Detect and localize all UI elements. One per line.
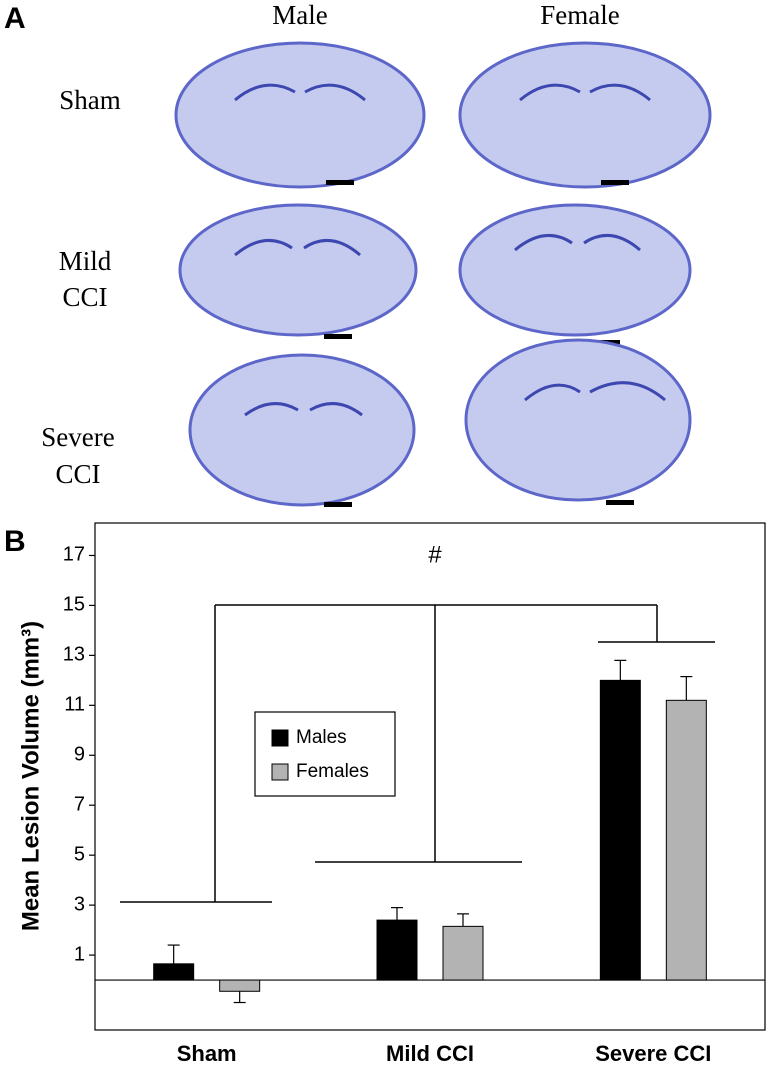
- row-label: Mild: [59, 246, 112, 276]
- significance-brackets: [120, 604, 715, 903]
- bar: [599, 679, 641, 981]
- plot-frame: [94, 522, 766, 1031]
- y-tick-label: 13: [63, 644, 85, 666]
- panel-label: B: [4, 525, 26, 558]
- legend-label: Females: [296, 761, 369, 782]
- bar: [665, 699, 707, 981]
- row-label: CCI: [62, 282, 107, 312]
- y-tick-label: 1: [74, 943, 85, 965]
- y-tick-label: 9: [74, 744, 85, 766]
- y-tick-label: 15: [63, 594, 85, 616]
- legend-swatch: [271, 763, 289, 781]
- legend-swatch: [271, 729, 289, 747]
- bar: [442, 925, 484, 981]
- legend: [254, 711, 396, 797]
- y-tick-label: 11: [64, 694, 85, 716]
- bar: [153, 963, 195, 981]
- column-label: Female: [540, 0, 619, 30]
- x-tick-label: Severe CCI: [595, 1041, 711, 1066]
- y-tick-label: 5: [74, 843, 85, 865]
- annotation: #: [428, 541, 442, 568]
- column-label: Male: [272, 0, 327, 30]
- y-tick-label: 17: [63, 544, 85, 566]
- panel-label: A: [4, 2, 26, 35]
- brain-sections: [174, 41, 712, 507]
- y-axis-title: Mean Lesion Volume (mm³): [17, 621, 44, 931]
- row-label: Sham: [59, 85, 121, 115]
- legend-label: Males: [296, 727, 347, 748]
- row-label: CCI: [55, 459, 100, 489]
- x-tick-label: Sham: [177, 1041, 237, 1066]
- row-label: Severe: [41, 422, 114, 452]
- bar: [376, 919, 418, 981]
- x-tick-label: Mild CCI: [386, 1041, 474, 1066]
- y-tick-label: 3: [74, 893, 85, 915]
- y-tick-label: 7: [74, 794, 85, 816]
- bar: [219, 979, 261, 992]
